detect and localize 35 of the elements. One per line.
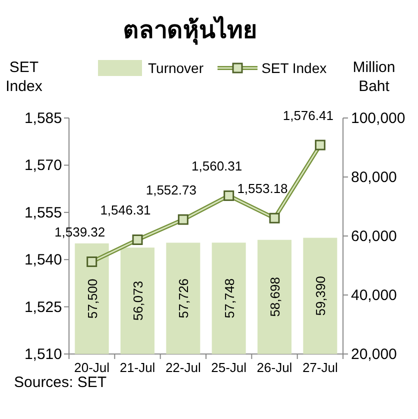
data-label: 1,552.73	[146, 182, 196, 198]
data-label: 56,073	[130, 280, 146, 321]
y2-tick-label: 100,000	[351, 110, 406, 127]
y2label: Million Baht	[352, 59, 396, 95]
x-tick-label: 27-Jul	[302, 360, 338, 375]
data-label: 57,748	[222, 278, 237, 318]
y2-tick-label: 80,000	[351, 169, 397, 186]
y2-tick-label: 40,000	[351, 287, 397, 304]
data-label: 58,698	[268, 277, 282, 317]
data-label: 57,726	[176, 278, 192, 318]
legend-label: SET Index	[262, 60, 327, 76]
y-tick-label: 1,510	[24, 346, 62, 363]
data-label: 1,560.31	[192, 158, 242, 174]
x-tick-label: 25-Jul	[211, 360, 247, 375]
y-tick-label: 1,555	[24, 204, 62, 222]
data-label: 1,553.18	[237, 181, 288, 196]
data-label: 1,576.41	[282, 108, 334, 124]
y2-tick-label: 60,000	[351, 228, 397, 245]
data-label: 59,390	[313, 276, 328, 316]
y-tick-label: 1,585	[24, 110, 62, 127]
data-label: 57,500	[84, 278, 100, 319]
data-label: 1,539.32	[54, 224, 106, 240]
annotation: Sources: SET	[14, 374, 107, 391]
ylabel: SET Index	[6, 59, 42, 95]
x-tick-label: 20-Jul	[74, 360, 110, 375]
title: ตลาดหุ้นไทย	[123, 17, 257, 44]
y-tick-label: 1,570	[24, 157, 62, 174]
x-tick-label: 21-Jul	[120, 360, 156, 375]
data-label: 1,546.31	[100, 202, 151, 218]
legend-label: Turnover	[148, 60, 204, 76]
y-tick-label: 1,540	[24, 252, 62, 269]
x-tick-label: 26-Jul	[256, 360, 292, 375]
y-tick-label: 1,525	[24, 298, 62, 316]
y2-tick-label: 20,000	[351, 346, 397, 363]
x-tick-label: 22-Jul	[165, 360, 201, 375]
